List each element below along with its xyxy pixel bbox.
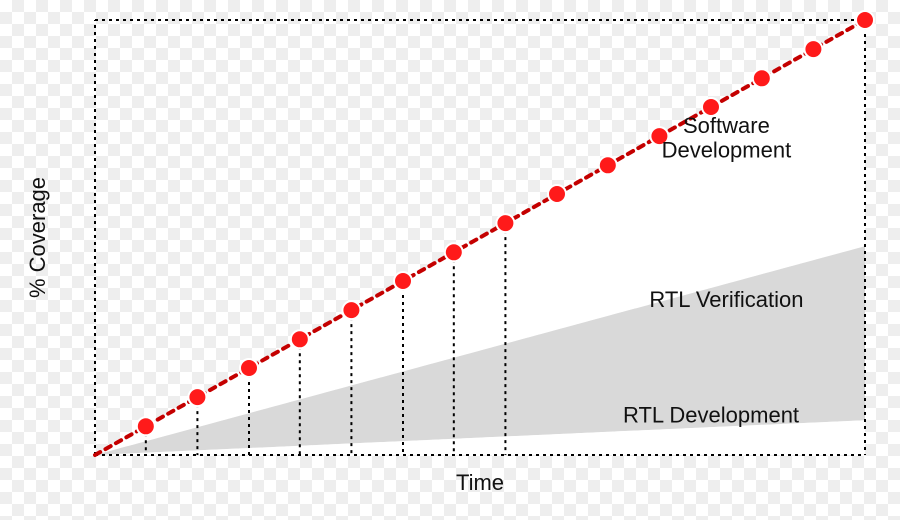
data-point	[496, 214, 514, 232]
data-point	[342, 301, 360, 319]
data-point	[188, 388, 206, 406]
data-point	[445, 243, 463, 261]
data-point	[753, 69, 771, 87]
data-point	[394, 272, 412, 290]
data-point	[291, 330, 309, 348]
data-point	[599, 156, 617, 174]
y-axis-label: % Coverage	[25, 177, 50, 298]
label-rtl-verif: RTL Verification	[649, 287, 803, 312]
data-point	[856, 11, 874, 29]
data-point	[240, 359, 258, 377]
x-axis-label: Time	[456, 470, 504, 495]
data-point	[137, 417, 155, 435]
coverage-chart: SoftwareDevelopmentRTL VerificationRTL D…	[0, 0, 900, 520]
data-point	[548, 185, 566, 203]
label-rtl-dev: RTL Development	[623, 402, 799, 427]
data-point	[804, 40, 822, 58]
